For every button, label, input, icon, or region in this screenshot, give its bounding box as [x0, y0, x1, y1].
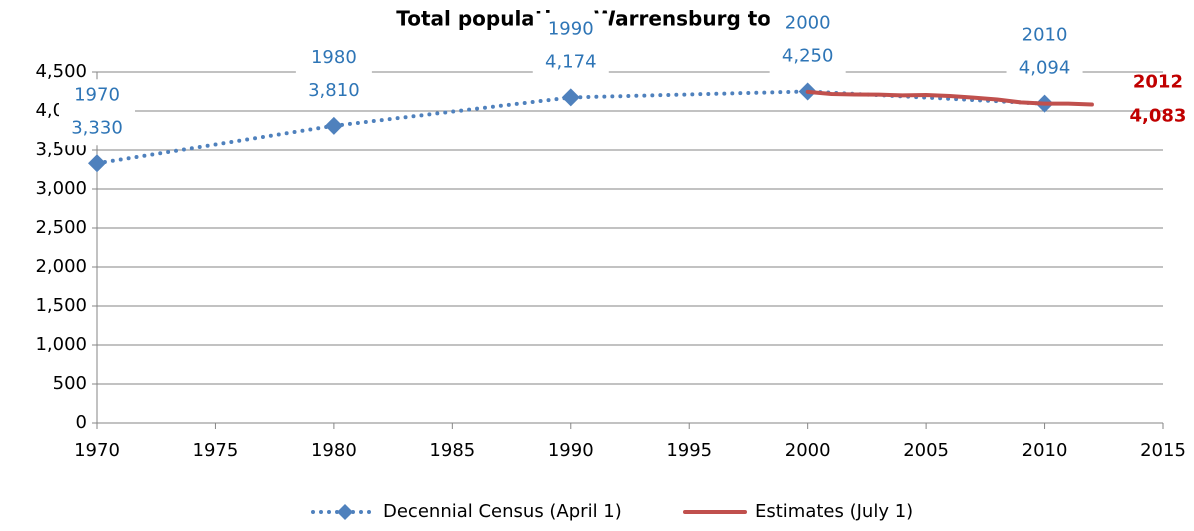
y-tick-label: 1,500	[35, 295, 87, 316]
label-box	[532, 13, 609, 80]
x-tick-label: 1990	[548, 440, 594, 461]
x-tick-label: 1985	[429, 440, 475, 461]
data-point	[88, 154, 106, 173]
data-label: 4,083	[1129, 106, 1186, 127]
data-label-year: 2000	[785, 13, 831, 34]
data-point	[561, 88, 580, 107]
x-tick-label: 1970	[74, 440, 120, 461]
x-tick-label: 2005	[903, 440, 949, 461]
data-label: 3,810	[308, 80, 360, 101]
y-tick-label: 2,500	[35, 217, 87, 238]
y-tick-label: 2,000	[35, 256, 87, 277]
x-tick-label: 2015	[1140, 440, 1186, 461]
series-line	[805, 89, 1094, 107]
x-tick-label: 1975	[193, 440, 239, 461]
data-label: 4,250	[782, 46, 834, 67]
y-tick-label: 3,000	[35, 178, 87, 199]
label-box	[295, 41, 372, 108]
data-label-year: 1970	[74, 84, 120, 105]
x-tick-label: 1995	[666, 440, 712, 461]
legend-marker	[337, 504, 353, 520]
label-box	[59, 79, 135, 146]
y-tick-label: 0	[76, 412, 87, 433]
data-label-year: 1980	[311, 47, 357, 68]
y-tick-label: 1,000	[35, 334, 87, 355]
x-tick-label: 1980	[311, 440, 357, 461]
data-label-year: 2010	[1022, 25, 1068, 46]
legend-label: Estimates (July 1)	[755, 501, 913, 522]
y-tick-label: 4,500	[35, 61, 87, 82]
x-tick-label: 2000	[785, 440, 831, 461]
data-label-year: 1990	[548, 18, 594, 39]
data-label: 4,094	[1019, 58, 1071, 79]
x-tick-label: 2010	[1022, 440, 1068, 461]
data-label: 4,174	[545, 51, 597, 72]
label-box	[769, 7, 846, 74]
data-point	[324, 116, 343, 135]
y-tick-label: 500	[53, 373, 87, 394]
legend-label: Decennial Census (April 1)	[383, 501, 622, 522]
data-label: 3,330	[71, 117, 123, 138]
label-box	[1006, 19, 1083, 86]
data-label-year: 2012	[1133, 72, 1183, 93]
